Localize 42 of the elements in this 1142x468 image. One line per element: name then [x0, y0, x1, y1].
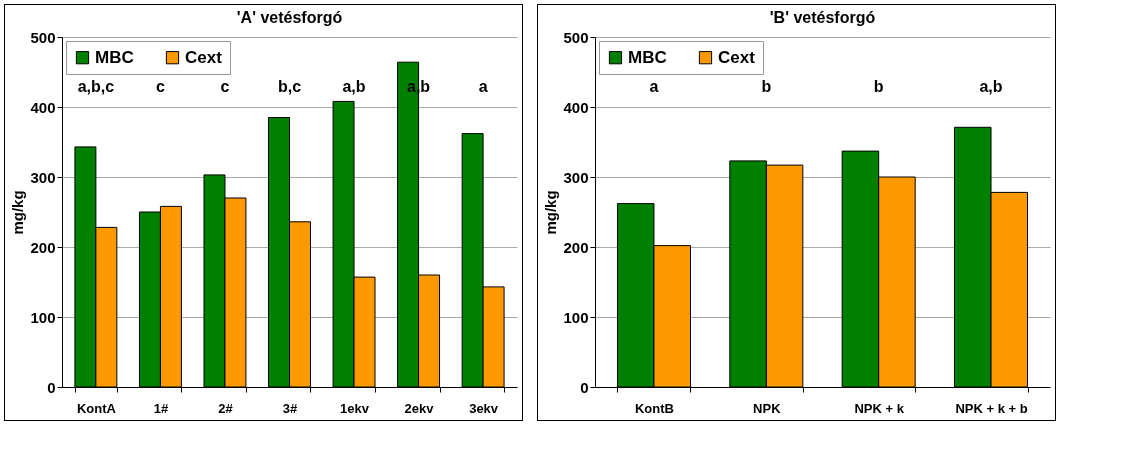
y-tick-label: 500: [30, 28, 56, 46]
annotation: c: [155, 78, 165, 95]
x-tick-label: NPK: [753, 400, 782, 416]
x-tick-label: KontB: [634, 400, 674, 416]
y-tick-label: 400: [30, 98, 56, 116]
y-axis-title: mg/kg: [542, 190, 560, 235]
y-tick-label: 300: [30, 168, 56, 186]
annotation: b: [873, 78, 884, 95]
y-tick-label: 200: [563, 238, 589, 256]
legend-label: Cext: [718, 47, 756, 67]
chart-title: 'A' vetésforgó: [236, 9, 343, 26]
y-tick-label: 500: [563, 28, 589, 46]
x-tick-label: 3#: [282, 400, 298, 416]
annotation: a: [649, 78, 659, 95]
y-tick-label: 300: [563, 168, 589, 186]
legend-label: MBC: [628, 47, 667, 67]
chart-title: 'B' vetésforgó: [769, 9, 876, 26]
x-tick-label: NPK + k + b: [955, 400, 1028, 416]
x-tick-label: KontA: [76, 400, 117, 416]
y-tick-label: 100: [563, 308, 589, 326]
y-tick-label: 100: [30, 308, 56, 326]
y-tick-label: 200: [30, 238, 56, 256]
annotation: a,b: [407, 78, 431, 95]
annotation: a,b: [979, 78, 1003, 95]
annotation: a: [478, 78, 488, 95]
legend-label: MBC: [95, 47, 134, 67]
x-tick-label: 3ekv: [469, 400, 499, 416]
annotation: a,b,c: [77, 78, 115, 95]
annotation: b,c: [277, 78, 302, 95]
annotation: b: [761, 78, 772, 95]
y-tick-label: 0: [47, 378, 56, 396]
y-tick-label: 400: [563, 98, 589, 116]
x-tick-label: 2#: [218, 400, 234, 416]
annotation: c: [220, 78, 230, 95]
x-tick-label: 1#: [153, 400, 169, 416]
x-tick-label: 2ekv: [404, 400, 435, 416]
annotation: a,b: [342, 78, 366, 95]
y-tick-label: 0: [580, 378, 589, 396]
y-axis-title: mg/kg: [9, 190, 27, 235]
x-tick-label: NPK + k: [854, 400, 905, 416]
legend-label: Cext: [185, 47, 223, 67]
x-tick-label: 1ekv: [340, 400, 370, 416]
